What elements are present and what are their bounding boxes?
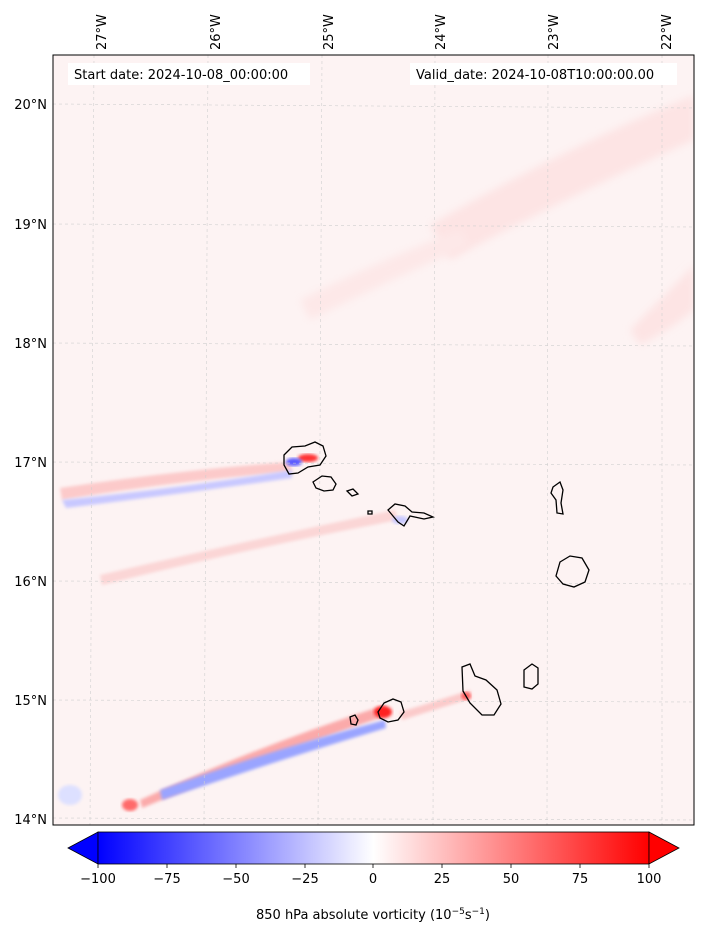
colorbar-tick-label: 25 [434,872,451,887]
colorbar-tick-label: −50 [222,872,249,887]
colorbar-max-extend [648,831,680,865]
lat-tick-label: 15°N [14,694,47,709]
colorbar-tick-label: 75 [572,872,589,887]
island-fogo [377,698,405,723]
colorbar-tick-label: 50 [503,872,520,887]
colorbar: −100 −75 −50 −25 0 25 50 75 100 850 hPa … [67,831,680,923]
coastlines [283,441,590,726]
colorbar-tick-label: −100 [80,872,116,887]
island-sao-vicente [312,475,337,492]
lat-tick-label: 17°N [14,456,47,471]
island-brava [349,714,359,726]
lon-tick-label: 23°W [547,14,562,50]
colorbar-title: 850 hPa absolute vorticity (10−5s−1) [256,907,490,923]
colorbar-tick-label: 100 [637,872,662,887]
longitude-ticks: 27°W 26°W 25°W 24°W 23°W 22°W [95,14,675,50]
lat-tick-label: 20°N [14,98,47,113]
colorbar-tick-label: −25 [291,872,318,887]
lon-tick-label: 22°W [660,14,675,50]
island-santo-antao [283,441,327,475]
lon-tick-label: 25°W [322,14,337,50]
lat-tick-label: 18°N [14,337,47,352]
lat-tick-label: 16°N [14,575,47,590]
island-small-rock [367,510,373,515]
lat-tick-label: 19°N [14,218,47,233]
map-frame [52,54,695,826]
colorbar-gradient [97,831,650,865]
lon-tick-label: 26°W [209,14,224,50]
island-sal [550,480,564,515]
colorbar-tick-label: 0 [369,872,377,887]
lon-tick-label: 27°W [95,14,110,50]
lon-tick-label: 24°W [434,14,449,50]
colorbar-tick-marks [97,864,650,868]
vorticity-field [53,55,694,825]
colorbar-tick-label: −75 [153,872,180,887]
island-maio [523,663,539,690]
island-sao-nicolau [387,503,436,527]
island-boa-vista [555,555,590,588]
start-date-label: Start date: 2024-10-08_00:00:00 [74,68,288,83]
colorbar-min-extend [67,831,99,865]
lat-tick-label: 14°N [14,813,47,828]
latitude-ticks: 20°N 19°N 18°N 17°N 16°N 15°N 14°N [14,98,47,828]
island-santiago [461,663,502,716]
island-santa-luzia [345,488,360,497]
map-gridlines [52,54,695,826]
valid-date-label: Valid_date: 2024-10-08T10:00:00.00 [416,68,654,83]
